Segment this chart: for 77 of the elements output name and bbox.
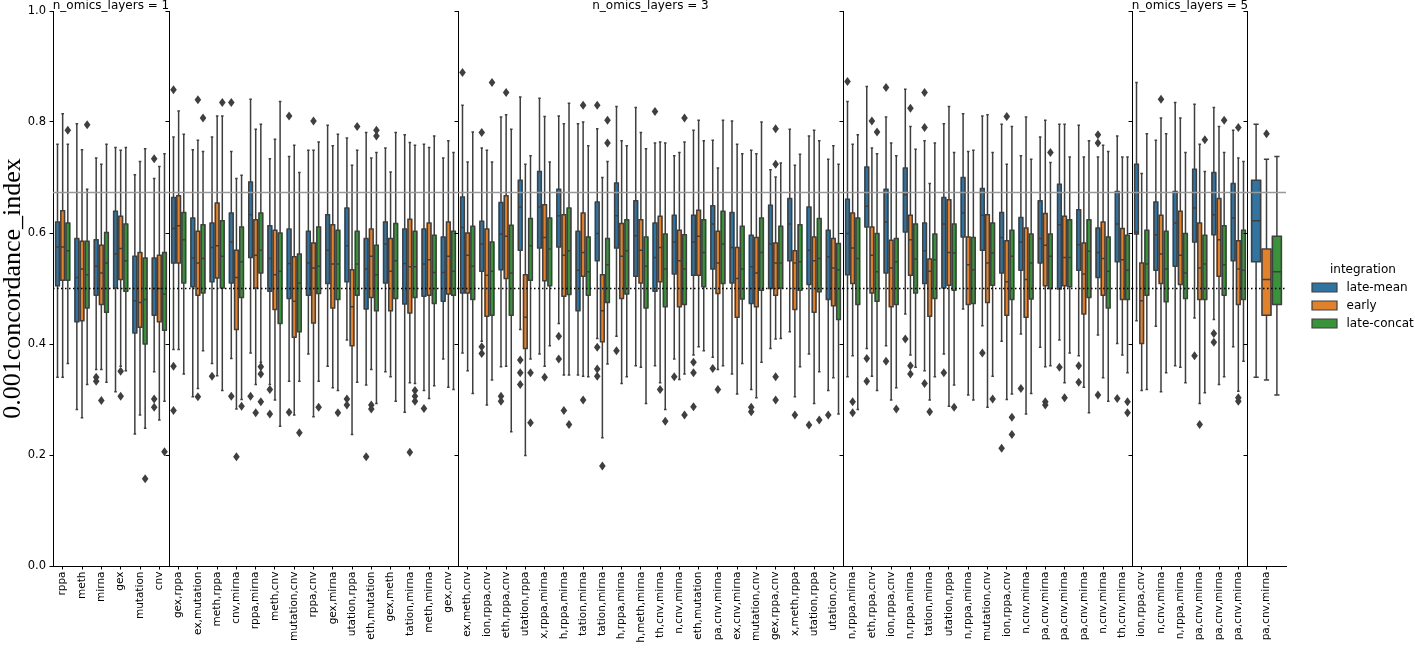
x-tick-label: pa,cnv,mirna xyxy=(1076,571,1089,641)
chart-title: n_omics_layers = 1 xyxy=(52,0,170,12)
x-tick-label: utation,rppa xyxy=(517,571,530,637)
y-tick-label: 0.2 xyxy=(27,446,46,461)
x-tick-label: pa,cnv,mirna xyxy=(1230,571,1243,641)
x-tick-label: gex,meth xyxy=(382,571,395,622)
x-tick-label: meth,mirna xyxy=(421,571,434,633)
x-tick-label: pa,cnv,mirna xyxy=(1211,571,1224,641)
x-tick-label: n,rppa,mirna xyxy=(845,571,858,640)
x-tick-label: ex,cnv,mirna xyxy=(729,571,742,640)
x-tick-label: tation,mirna xyxy=(575,571,588,636)
x-tick-label: meth xyxy=(74,571,87,599)
x-tick-label: pa,cnv,mirna xyxy=(1259,571,1272,641)
x-tick-label: n,cnv,mirna xyxy=(1095,571,1108,634)
y-tick-label: 0.4 xyxy=(27,335,46,350)
x-tick-label: mutation xyxy=(132,571,145,620)
x-tick-label: cnv xyxy=(152,571,165,591)
x-tick-label: pa,cnv,mirna xyxy=(1057,571,1070,641)
x-tick-label: tation,mirna xyxy=(922,571,935,636)
x-tick-label: utation,cnv xyxy=(825,571,838,631)
x-tick-label: utation,rppa xyxy=(344,571,357,637)
legend-label: late-concat xyxy=(1346,315,1415,330)
legend-label: early xyxy=(1346,297,1378,312)
x-tick-label: utation,rppa xyxy=(941,571,954,637)
x-tick-label: eth,mutation xyxy=(363,571,376,640)
x-tick-label: th,cnv,mirna xyxy=(1114,571,1127,638)
legend-title: integration xyxy=(1330,261,1397,276)
chart-title: n_omics_layers = 3 xyxy=(591,0,709,12)
x-tick-label: meth,rppa xyxy=(209,571,222,627)
x-tick-label: gex,cnv xyxy=(440,571,453,613)
y-tick-label: 0.0 xyxy=(27,557,46,572)
y-axis-title: 0.001concordance_index xyxy=(0,158,26,419)
x-tick-label: ex,mutation xyxy=(190,571,203,635)
x-tick-label: eth,mutation xyxy=(690,571,703,640)
x-tick-label: ion,rppa,cnv xyxy=(999,571,1012,637)
x-tick-label: n,rppa,mirna xyxy=(903,571,916,640)
x-tick-label: x,meth,rppa xyxy=(787,571,800,636)
x-tick-label: gex,mirna xyxy=(325,571,338,625)
x-tick-label: eth,rppa,cnv xyxy=(864,571,877,639)
x-tick-label: pa,cnv,mirna xyxy=(1037,571,1050,641)
x-tick-label: eth,rppa,cnv xyxy=(498,571,511,639)
x-tick-label: gex,rppa xyxy=(170,571,183,619)
y-tick-label: 1.0 xyxy=(27,2,46,17)
x-tick-label: utation,rppa xyxy=(806,571,819,637)
x-tick-label: ex,meth,cnv xyxy=(459,571,472,637)
x-tick-label: mutation,cnv xyxy=(980,571,993,642)
x-tick-label: n,cnv,mirna xyxy=(671,571,684,634)
x-tick-label: ion,rppa,cnv xyxy=(1134,571,1147,637)
x-tick-label: n,cnv,mirna xyxy=(1018,571,1031,634)
x-tick-label: h,rppa,mirna xyxy=(556,571,569,640)
x-tick-label: cnv,mirna xyxy=(228,571,241,624)
y-tick-label: 0.6 xyxy=(27,224,46,239)
x-tick-label: h,rppa,mirna xyxy=(613,571,626,640)
x-tick-label: rppa xyxy=(55,571,68,596)
x-tick-label: mirna xyxy=(94,571,107,602)
x-tick-label: tation,mirna xyxy=(594,571,607,636)
x-tick-label: ion,rppa,cnv xyxy=(479,571,492,637)
y-tick-label: 0.8 xyxy=(27,113,46,128)
x-tick-label: rppa,cnv xyxy=(305,571,318,618)
x-tick-label: n,rppa,mirna xyxy=(1172,571,1185,640)
x-tick-label: mutation,cnv xyxy=(748,571,761,642)
x-tick-label: pa,cnv,mirna xyxy=(710,571,723,641)
x-tick-label: meth,cnv xyxy=(267,571,280,621)
legend-label: late-mean xyxy=(1346,279,1409,294)
x-tick-label: gex,rppa,cnv xyxy=(767,571,780,641)
x-tick-label: tation,mirna xyxy=(402,571,415,636)
x-tick-label: ion,rppa,cnv xyxy=(883,571,896,637)
x-tick-label: th,cnv,mirna xyxy=(652,571,665,638)
x-tick-label: gex xyxy=(113,571,126,591)
x-tick-label: h,meth,mirna xyxy=(633,571,646,643)
x-tick-label: pa,cnv,mirna xyxy=(1192,571,1205,641)
x-tick-label: x,rppa,mirna xyxy=(536,571,549,639)
x-tick-label: n,rppa,mirna xyxy=(960,571,973,640)
x-tick-label: rppa,mirna xyxy=(248,571,261,630)
chart-title: n_omics_layers = 5 xyxy=(1131,0,1249,12)
x-tick-label: mutation,cnv xyxy=(286,571,299,642)
x-tick-label: n,cnv,mirna xyxy=(1153,571,1166,634)
